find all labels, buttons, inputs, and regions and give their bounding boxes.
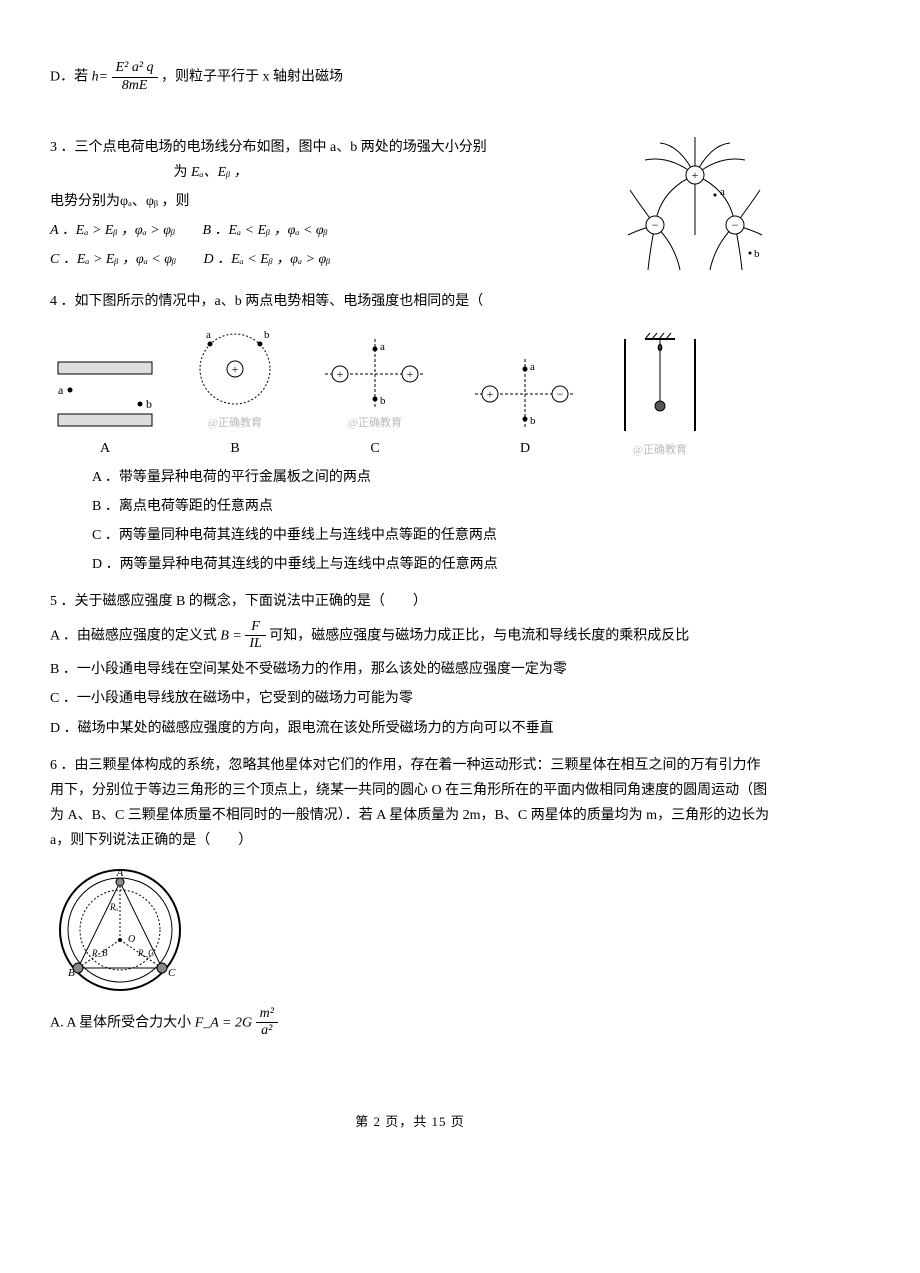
question-4: 4 ．如下图所示的情况中，a、b 两点电势相等、电场强度也相同的是（ a b A… — [50, 289, 770, 578]
q6-optA: A. A 星体所受合力大小 F_A = 2G m² a² — [50, 1006, 770, 1041]
q6-optA-num: m² — [256, 1006, 278, 1024]
svg-text:−: − — [732, 218, 739, 232]
optD-suffix: ，则粒子平行于 x 轴射出磁场 — [161, 70, 343, 85]
q4-optB: B ．离点电荷等距的任意两点 — [92, 494, 770, 519]
svg-text:C: C — [168, 967, 176, 979]
q5-A-lhs: B = — [220, 628, 242, 643]
q4-diagram-A: a b A — [50, 354, 160, 461]
q4-optD: D ．两等量异种电荷其连线的中垂线上与连线中点等距的任意两点 — [92, 552, 770, 577]
q4-diagram-pendulum: 0 @正确教育 — [610, 331, 710, 461]
question-5: 5 ．关于磁感应强度 B 的概念，下面说法中正确的是（ ） A ．由磁感应强度的… — [50, 589, 770, 740]
q5-optD: D ．磁场中某处的磁感应强度的方向，跟电流在该处所受磁场力的方向可以不垂直 — [50, 716, 770, 741]
q4-label-B: B — [180, 436, 290, 461]
svg-text:+: + — [232, 362, 239, 376]
svg-text:B: B — [68, 967, 75, 979]
q3-optB: B ．Eₐ < Eᵦ ，φₐ < φᵦ — [202, 223, 327, 238]
svg-text:A: A — [116, 867, 124, 879]
q3-figure: + − − a b — [620, 135, 770, 275]
q3-stem-a: 3 ．三个点电荷电场的电场线分布如图，图中 a、b 两处的场强大小分别 — [50, 140, 487, 155]
page-footer: 第 2 页，共 15 页 — [50, 1110, 770, 1133]
q4-diagram-D: + − a b D — [460, 354, 590, 461]
q6-optA-lhs: F_A = 2G — [195, 1015, 252, 1030]
svg-text:+: + — [692, 168, 699, 182]
q6-stem: 6 ．由三颗星体构成的系统，忽略其他星体对它们的作用，存在着一种运动形式：三颗星… — [50, 753, 770, 854]
optD-prefix: D．若 — [50, 70, 92, 85]
q3-stem-c: Eₐ、Eᵦ ， — [191, 165, 248, 180]
q5-A-pre: A ．由磁感应强度的定义式 — [50, 628, 220, 643]
watermark-P: @正确教育 — [610, 441, 710, 461]
svg-text:Rₐ: Rₐ — [109, 902, 118, 912]
svg-text:+: + — [407, 367, 414, 381]
q4-label-C: C — [310, 436, 440, 461]
question-6: 6 ．由三颗星体构成的系统，忽略其他星体对它们的作用，存在着一种运动形式：三颗星… — [50, 753, 770, 1040]
svg-text:+: + — [487, 387, 494, 401]
svg-text:+: + — [337, 367, 344, 381]
q5-optA: A ．由磁感应强度的定义式 B = F IL 可知，磁感应强度与磁场力成正比，与… — [50, 619, 770, 654]
svg-text:a: a — [58, 383, 64, 397]
q3-optA: A ．Eₐ > Eᵦ ，φₐ > φᵦ — [50, 223, 175, 238]
svg-text:b: b — [380, 395, 386, 407]
q5-optB: B ．一小段通电导线在空间某处不受磁场力的作用，那么该处的磁感应强度一定为零 — [50, 657, 770, 682]
q5-A-frac: F IL — [245, 619, 265, 654]
svg-text:b: b — [754, 248, 760, 260]
optD-frac-num: E² a² q — [112, 60, 158, 78]
q4-diagram-B: + a b @正确教育 B — [180, 324, 290, 461]
q4-diagrams: a b A + a b @正确教育 B — [50, 324, 770, 461]
question-3: + − − a b 3 ．三个点电荷电场的电场线分布如图，图中 a、b 两处的场… — [50, 135, 770, 277]
q5-A-den: IL — [245, 636, 265, 653]
q4-label-A: A — [50, 436, 160, 461]
q5-optC: C ．一小段通电导线放在磁场中，它受到的磁场力可能为零 — [50, 686, 770, 711]
svg-text:a: a — [380, 341, 385, 353]
svg-text:b: b — [530, 415, 536, 427]
svg-text:a: a — [530, 361, 535, 373]
q3-optD: D ．Eₐ < Eᵦ ，φₐ > φᵦ — [203, 252, 330, 267]
q3-optC: C ．Eₐ > Eᵦ ，φₐ < φᵦ — [50, 252, 176, 267]
q5-A-num: F — [245, 619, 265, 637]
optD-lhs: h= — [92, 70, 108, 85]
q4-optA: A ．带等量异种电荷的平行金属板之间的两点 — [92, 465, 770, 490]
prev-question-option-d: D．若 h= E² a² q 8mE ，则粒子平行于 x 轴射出磁场 — [50, 60, 770, 95]
q6-optA-frac: m² a² — [256, 1006, 278, 1041]
q4-label-D: D — [460, 436, 590, 461]
watermark-C: @正确教育 — [310, 414, 440, 434]
q5-stem: 5 ．关于磁感应强度 B 的概念，下面说法中正确的是（ ） — [50, 589, 770, 614]
q6-optA-pre: A. A 星体所受合力大小 — [50, 1015, 195, 1030]
svg-text:O: O — [128, 934, 135, 945]
q6-figure: A B C O Rₐ R_B R_C — [50, 860, 770, 1000]
svg-text:b: b — [146, 397, 152, 411]
field-lines-diagram: + − − a b — [620, 135, 770, 275]
svg-text:a: a — [206, 329, 211, 341]
svg-text:R_C: R_C — [137, 948, 155, 958]
q4-stem: 4 ．如下图所示的情况中，a、b 两点电势相等、电场强度也相同的是（ — [50, 289, 770, 314]
optD-frac: E² a² q 8mE — [112, 60, 158, 95]
q5-A-post: 可知，磁感应强度与磁场力成正比，与电流和导线长度的乘积成反比 — [269, 628, 689, 643]
q4-diagram-C: + + a b @正确教育 C — [310, 334, 440, 461]
watermark-B: @正确教育 — [180, 414, 290, 434]
optD-frac-den: 8mE — [112, 78, 158, 95]
svg-text:R_B: R_B — [91, 948, 108, 958]
svg-text:a: a — [720, 186, 725, 198]
svg-text:−: − — [557, 387, 564, 401]
q6-optA-den: a² — [256, 1023, 278, 1040]
q4-optC: C ．两等量同种电荷其连线的中垂线上与连线中点等距的任意两点 — [92, 523, 770, 548]
svg-text:−: − — [652, 218, 659, 232]
q3-stem-b: 为 — [174, 165, 188, 180]
svg-text:b: b — [264, 329, 270, 341]
